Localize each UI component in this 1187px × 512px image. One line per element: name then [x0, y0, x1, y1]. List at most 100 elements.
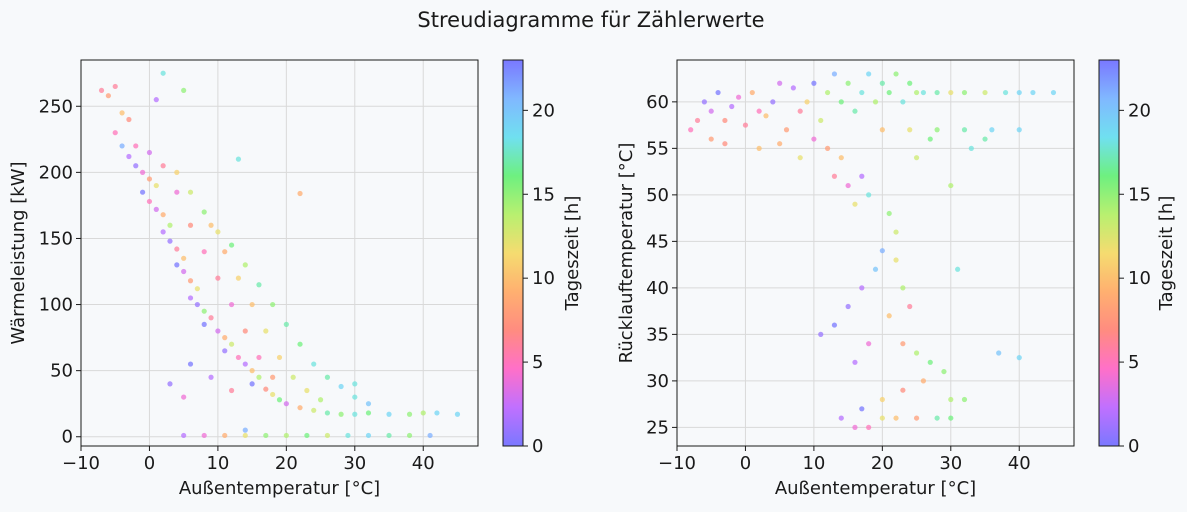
left-scatter-point [140, 169, 146, 175]
right-scatter-point [818, 331, 824, 337]
left-scatter-point [406, 432, 413, 439]
right-scatter-point [831, 322, 838, 328]
left-scatter-point [283, 321, 289, 327]
right-scatter-point [824, 145, 831, 151]
right-scatter-points [688, 71, 1057, 430]
left-scatter-point [242, 432, 248, 439]
right-scatter-point [900, 387, 906, 393]
left-y-tick-label: 250 [39, 96, 73, 117]
left-scatter-point [201, 209, 207, 215]
left-axis-ticks: −10 0 10 20 30 40 0 50 100 150 200 250 [39, 96, 435, 474]
right-scatter-point [866, 341, 872, 347]
left-scatter-point [174, 189, 180, 195]
right-scatter-point [982, 89, 988, 96]
left-scatter-point [297, 405, 303, 411]
left-scatter-point [187, 222, 194, 228]
right-scatter-panel: −10 0 10 20 30 40 25 30 35 40 45 50 55 60 Außentemper… [616, 59, 1075, 499]
left-scatter-point [242, 361, 248, 367]
right-scatter-point [763, 113, 769, 119]
left-scatter-point [263, 432, 269, 439]
right-scatter-point [1016, 89, 1022, 96]
right-scatter-point [1030, 89, 1036, 96]
right-scatter-point [879, 80, 885, 86]
left-scatter-point [338, 411, 344, 417]
left-scatter-point [146, 198, 153, 205]
left-x-tick-label: 30 [343, 453, 366, 474]
left-scatter-point [160, 212, 166, 218]
right-scatter-point [736, 94, 742, 100]
right-scatter-point [893, 71, 899, 77]
right-scatter-point [934, 127, 940, 133]
right-scatter-point [948, 182, 954, 189]
right-colorbar-tick-label: 15 [1128, 184, 1151, 205]
left-scatter-point [304, 432, 310, 439]
right-y-tick-label: 55 [646, 138, 669, 159]
left-scatter-point [153, 182, 159, 189]
right-scatter-point [859, 89, 865, 96]
left-colorbar-tick-label: 20 [532, 100, 555, 121]
right-scatter-point [961, 127, 968, 133]
right-x-tick-label: −10 [658, 453, 696, 474]
right-scatter-point [729, 103, 735, 110]
left-scatter-point [263, 328, 269, 334]
left-scatter-point [201, 321, 207, 327]
left-scatter-point [276, 397, 283, 403]
left-scatter-point [201, 249, 207, 255]
left-colorbar-tick-label: 15 [532, 184, 555, 205]
left-scatter-point [304, 387, 310, 394]
left-scatter-point [187, 361, 194, 367]
right-scatter-point [913, 415, 920, 421]
left-scatter-point [249, 368, 255, 374]
right-scatter-point [996, 350, 1002, 356]
left-scatter-point [386, 432, 392, 439]
right-scatter-point [879, 396, 885, 403]
right-scatter-point [742, 122, 749, 128]
right-scatter-point [838, 415, 844, 421]
left-scatter-point [365, 410, 372, 416]
right-scatter-point [934, 415, 940, 421]
right-y-tick-label: 25 [646, 417, 669, 438]
right-x-axis-label: Außentemperatur [°C] [775, 478, 976, 499]
right-scatter-point [859, 173, 865, 179]
right-scatter-point [982, 136, 988, 142]
left-scatter-point [270, 374, 276, 380]
right-colorbar-tick-label: 0 [1128, 436, 1139, 457]
left-scatter-point [105, 93, 111, 99]
right-scatter-point [756, 145, 762, 151]
right-scatter-point [797, 155, 803, 161]
left-colorbar-tick-label: 0 [532, 436, 543, 457]
right-scatter-point [907, 127, 913, 133]
right-scatter-point [811, 80, 817, 86]
left-scatter-point [181, 268, 187, 275]
left-y-tick-label: 0 [62, 427, 73, 448]
left-scatter-point [297, 341, 303, 347]
right-scatter-point [756, 108, 762, 114]
left-x-tick-label: 40 [412, 453, 435, 474]
right-y-tick-label: 35 [646, 324, 669, 345]
right-scatter-point [886, 210, 892, 217]
left-scatter-point [249, 301, 255, 308]
right-scatter-point [845, 80, 851, 86]
right-scatter-point [968, 145, 974, 151]
left-scatter-point [235, 354, 242, 361]
right-scatter-point [749, 89, 755, 96]
right-scatter-point [907, 303, 913, 310]
left-scatter-point [167, 238, 173, 244]
right-scatter-point [859, 285, 865, 291]
left-scatter-point [406, 411, 413, 417]
right-scatter-point [879, 248, 885, 254]
left-scatter-point [174, 246, 180, 252]
right-scatter-point [797, 108, 803, 114]
left-scatter-point [270, 301, 276, 308]
right-scatter-point [722, 141, 728, 147]
figure-suptitle: Streudiagramme für Zählerwerte [417, 8, 764, 32]
left-scatter-point [434, 410, 440, 416]
left-scatter-point [140, 189, 146, 195]
left-colorbar-gradient [502, 59, 524, 447]
left-scatter-point [228, 387, 235, 394]
right-scatter-point [811, 136, 817, 142]
right-scatter-point [852, 201, 858, 207]
left-y-tick-label: 50 [50, 361, 73, 382]
right-scatter-point [688, 127, 694, 133]
right-scatter-point [893, 229, 899, 235]
